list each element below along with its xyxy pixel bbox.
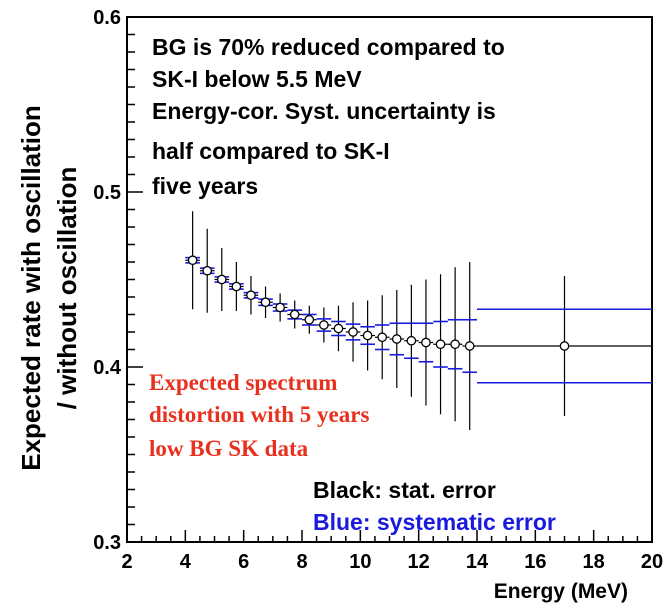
data-point <box>231 281 242 292</box>
data-point <box>187 255 198 266</box>
x-tick-label: 16 <box>524 551 546 573</box>
plot-frame <box>126 16 653 543</box>
data-point <box>246 290 256 301</box>
data-point <box>289 309 300 320</box>
data-point <box>304 314 315 325</box>
data-point <box>421 337 431 348</box>
data-point <box>202 265 213 276</box>
data-point <box>559 341 570 351</box>
annotation-line-5: five years <box>152 173 258 199</box>
spectrum-note-line-1: Expected spectrum <box>149 370 337 395</box>
x-axis-title: Energy (MeV) <box>494 580 628 603</box>
data-point <box>275 302 285 313</box>
x-tick-label: 12 <box>408 551 430 573</box>
y-tick-label: 0.6 <box>93 7 121 29</box>
data-point <box>450 339 460 350</box>
x-tick-label: 4 <box>180 551 192 573</box>
annotation-line-2: SK-I below 5.5 MeV <box>152 66 362 92</box>
x-tick-label: 6 <box>238 551 249 573</box>
data-point <box>464 341 475 351</box>
spectrum-note-line-3: low BG SK data <box>149 436 309 461</box>
data-point <box>435 339 446 350</box>
x-tick-label: 14 <box>466 551 489 573</box>
data-point <box>377 332 388 343</box>
data-point <box>406 335 417 346</box>
annotation-line-1: BG is 70% reduced compared to <box>152 34 505 60</box>
spectrum-note: Expected spectrum distortion with 5 year… <box>149 370 369 461</box>
legend: Black: stat. error Blue: systematic erro… <box>313 477 556 535</box>
x-tick-label: 18 <box>583 551 605 573</box>
axes: 2 4 6 8 10 12 14 16 18 20 0.3 0.4 0.5 0.6 <box>93 7 663 573</box>
annotation-line-3: Energy-cor. Syst. uncertainty is <box>152 98 496 124</box>
legend-stat-error: Black: stat. error <box>313 477 496 503</box>
x-tick-label: 10 <box>349 551 371 573</box>
spectrum-note-line-2: distortion with 5 years <box>149 402 369 427</box>
data-point <box>333 323 344 334</box>
data-point <box>362 330 373 341</box>
y-axis-title-line1: Expected rate with oscillation <box>16 105 46 471</box>
y-tick-label: 0.4 <box>93 357 122 379</box>
data-point <box>391 334 402 344</box>
x-tick-label: 8 <box>296 551 307 573</box>
data-point <box>260 297 271 308</box>
legend-syst-error: Blue: systematic error <box>313 509 556 535</box>
data-layer <box>185 211 652 430</box>
data-point <box>319 320 329 330</box>
data-point <box>348 327 358 337</box>
y-tick-label: 0.5 <box>93 182 121 204</box>
x-tick-label: 2 <box>121 551 132 573</box>
annotation: BG is 70% reduced compared to SK-I below… <box>152 34 505 199</box>
y-axis-title-line2: / without oscillation <box>52 167 82 410</box>
data-point <box>216 274 227 285</box>
annotation-line-4: half compared to SK-I <box>152 138 390 164</box>
y-tick-label: 0.3 <box>93 532 121 554</box>
x-tick-label: 20 <box>641 551 663 573</box>
